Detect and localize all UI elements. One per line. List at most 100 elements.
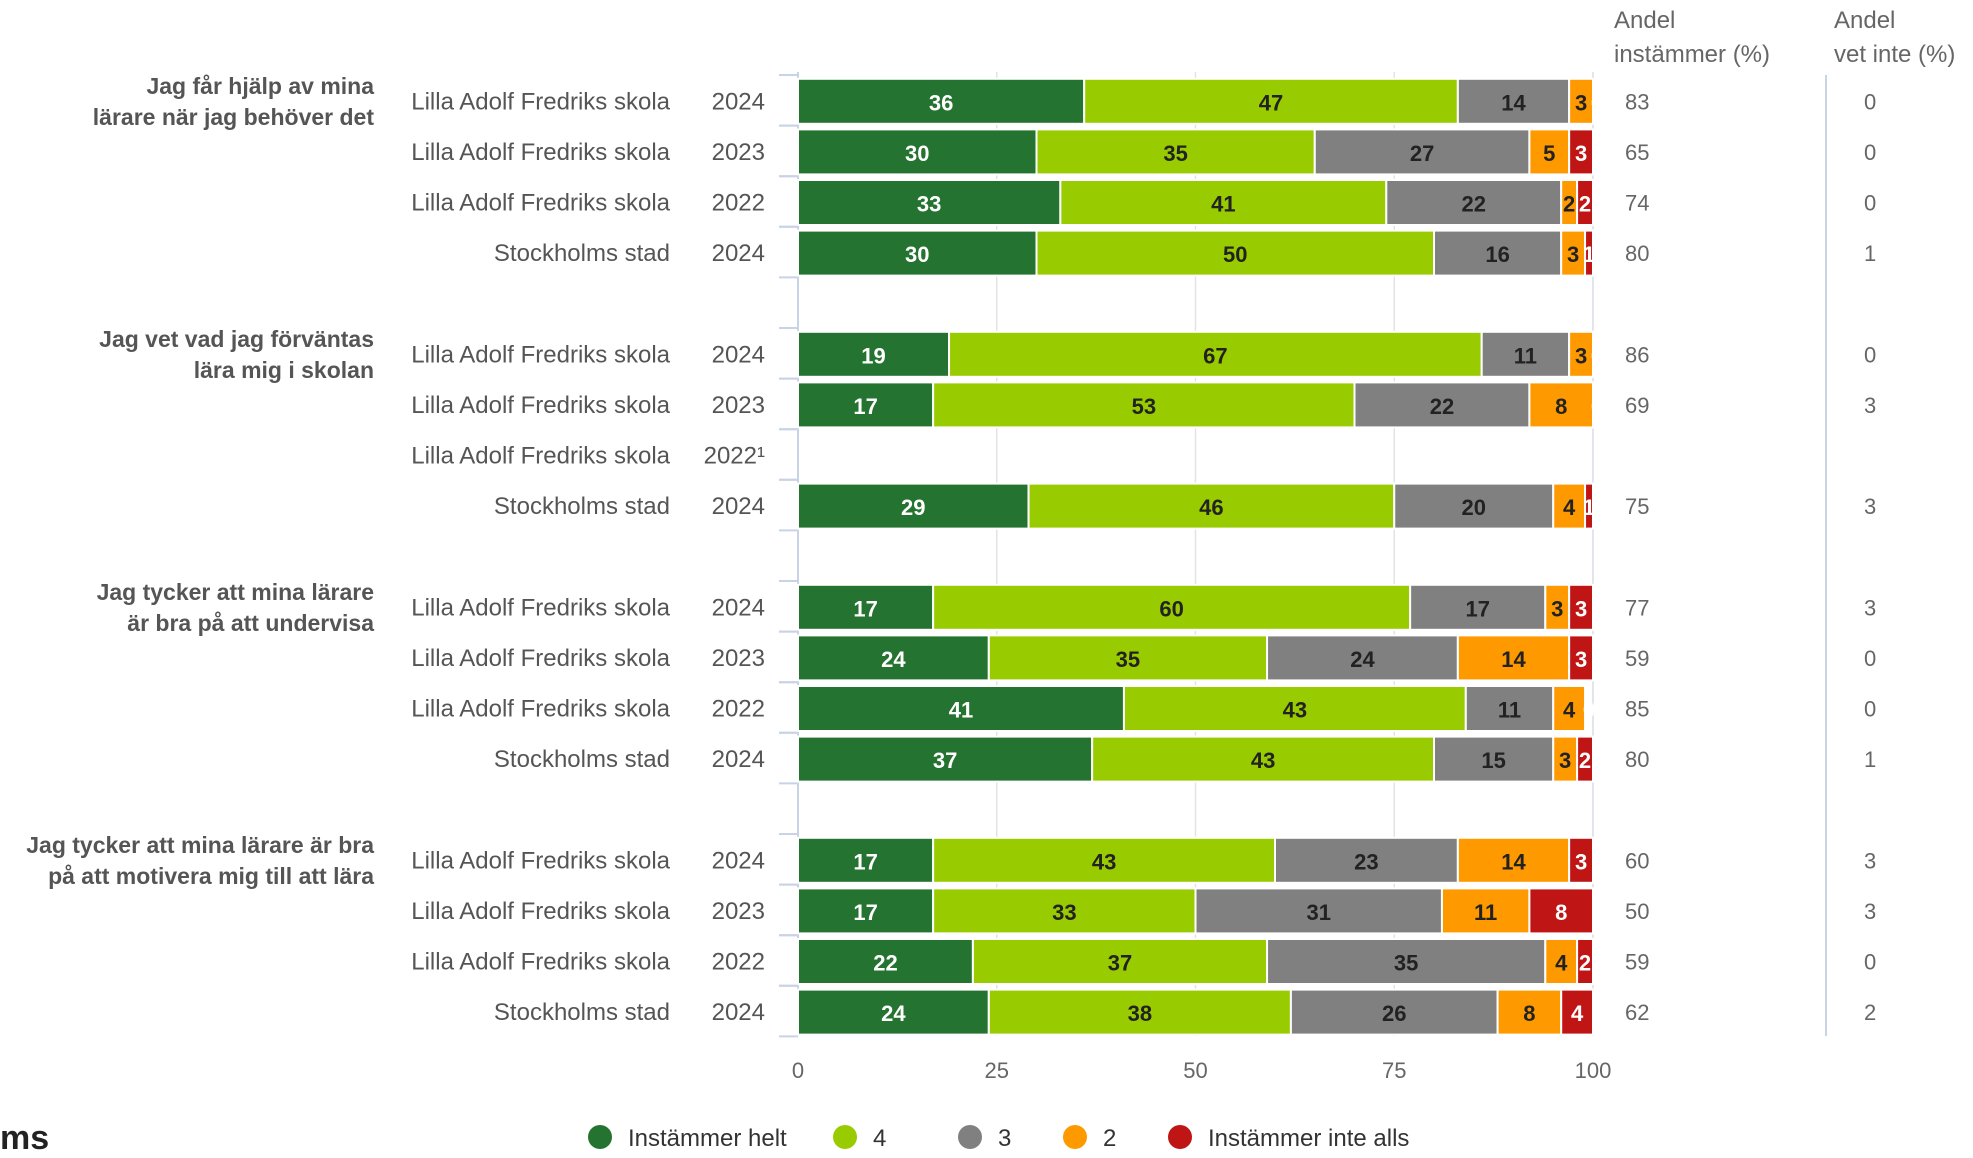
school-label: Lilla Adolf Fredriks skola — [411, 190, 670, 217]
x-tick-label: 75 — [1382, 1058, 1406, 1083]
data-label: 37 — [933, 748, 957, 773]
bar-segment — [1027, 482, 1396, 530]
school-label: Lilla Adolf Fredriks skola — [411, 594, 670, 621]
data-label: 8 — [1523, 1001, 1535, 1026]
agree-value: 80 — [1625, 747, 1649, 772]
data-label: 24 — [881, 1001, 906, 1026]
school-label: Lilla Adolf Fredriks skola — [411, 139, 670, 166]
data-label: 3 — [1567, 242, 1579, 267]
bar-segment — [1584, 482, 1595, 530]
bar-segment — [1289, 988, 1499, 1036]
bar-segment — [1584, 229, 1595, 277]
school-label: Lilla Adolf Fredriks skola — [411, 898, 670, 925]
dont-know-value: 3 — [1864, 848, 1876, 873]
data-label: 0 — [1591, 90, 1603, 115]
data-label: 33 — [917, 192, 941, 217]
dont-know-value: 3 — [1864, 899, 1876, 924]
agree-column-header: instämmer (%) — [1614, 41, 1770, 68]
data-label: 0 — [1591, 394, 1603, 419]
data-label: 22 — [1430, 394, 1454, 419]
bar-segment — [797, 634, 990, 682]
question-label: lärare när jag behöver det — [93, 104, 375, 130]
data-label: 24 — [881, 647, 906, 672]
data-label: 8 — [1555, 900, 1567, 925]
bar-segment — [987, 634, 1269, 682]
bar-segment — [1035, 128, 1316, 176]
data-label: 5 — [1543, 141, 1555, 166]
dont-know-value: 3 — [1864, 393, 1876, 418]
legend-label: 2 — [1103, 1125, 1116, 1151]
question-label: Jag vet vad jag förväntas — [99, 326, 374, 352]
data-label: 46 — [1199, 495, 1223, 520]
data-label: 3 — [1575, 90, 1587, 115]
data-label: 16 — [1485, 242, 1509, 267]
data-label: 17 — [853, 900, 877, 925]
school-label: Lilla Adolf Fredriks skola — [411, 392, 670, 419]
agree-value: 65 — [1625, 140, 1649, 165]
data-label: 3 — [1575, 343, 1587, 368]
data-label: 17 — [1465, 596, 1489, 621]
bar-segment — [1385, 179, 1563, 226]
data-label: 0 — [1583, 698, 1595, 723]
data-label: 4 — [1555, 951, 1568, 976]
data-label: 3 — [1575, 141, 1587, 166]
data-label: 30 — [905, 141, 929, 166]
dont-know-value: 3 — [1864, 494, 1876, 519]
data-label: 47 — [1259, 90, 1283, 115]
data-label: 30 — [905, 242, 929, 267]
year-label: 2024 — [712, 493, 765, 520]
school-label: Lilla Adolf Fredriks skola — [411, 645, 670, 672]
dont-know-value: 1 — [1864, 747, 1876, 772]
data-label: 2 — [1563, 192, 1575, 217]
data-label: 1 — [1583, 495, 1595, 520]
school-label: Lilla Adolf Fredriks skola — [411, 696, 670, 723]
question-label: Jag tycker att mina lärare är bra — [26, 832, 374, 858]
data-label: 50 — [1223, 242, 1247, 267]
dont-know-value: 0 — [1864, 646, 1876, 671]
data-label: 15 — [1481, 748, 1505, 773]
data-label: 27 — [1410, 141, 1434, 166]
data-label: 43 — [1251, 748, 1275, 773]
question-label: är bra på att undervisa — [127, 610, 374, 636]
data-label: 22 — [873, 951, 897, 976]
bar-segment — [1568, 330, 1595, 378]
data-label: 29 — [901, 495, 925, 520]
agree-value: 74 — [1625, 191, 1649, 216]
agree-value: 83 — [1625, 89, 1649, 114]
bar-segment — [797, 229, 1038, 277]
legend-marker — [958, 1125, 982, 1149]
data-label: 1 — [1583, 242, 1595, 267]
bar-segment — [797, 482, 1030, 530]
bar-segment — [797, 128, 1038, 176]
bar-segment — [797, 77, 1086, 125]
year-label: 2023 — [712, 139, 765, 166]
data-label: 3 — [1575, 596, 1587, 621]
school-label: Lilla Adolf Fredriks skola — [411, 443, 670, 470]
agree-value: 85 — [1625, 697, 1649, 722]
bar-segment — [1528, 128, 1571, 176]
data-label: 2 — [1579, 192, 1591, 217]
bar-segment — [797, 381, 935, 429]
year-label: 2023 — [712, 645, 765, 672]
data-label: 36 — [929, 90, 953, 115]
data-label: 17 — [853, 849, 877, 874]
bar-segment — [1528, 381, 1595, 429]
school-label: Lilla Adolf Fredriks skola — [411, 847, 670, 874]
school-label: Stockholms stad — [494, 999, 670, 1026]
bar-segment — [1568, 77, 1595, 125]
bar-segment — [1266, 634, 1459, 682]
agree-value: 62 — [1625, 1000, 1649, 1025]
data-label: 43 — [1283, 698, 1307, 723]
legend-marker — [833, 1125, 857, 1149]
data-label: 23 — [1354, 849, 1378, 874]
bar-segment — [1313, 128, 1531, 176]
year-label: 2022¹ — [704, 443, 765, 470]
year-label: 2024 — [712, 88, 765, 115]
bar-segment — [797, 836, 935, 884]
data-label: 31 — [1306, 900, 1330, 925]
legend-marker — [1168, 1125, 1192, 1149]
data-label: 2 — [1579, 951, 1591, 976]
data-label: 26 — [1382, 1001, 1406, 1026]
bar-segment — [1440, 887, 1531, 935]
